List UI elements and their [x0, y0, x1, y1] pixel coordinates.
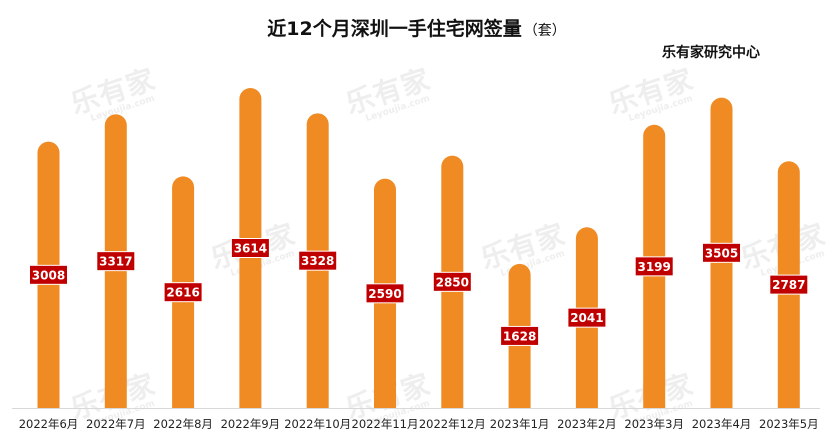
- chart-title: 近12个月深圳一手住宅网签量 （套）: [0, 14, 833, 41]
- x-tick-label: 2023年5月: [759, 417, 819, 431]
- data-label-box: [634, 256, 674, 277]
- data-label-box: [769, 274, 809, 295]
- x-tick-label: 2022年9月: [221, 417, 281, 431]
- data-label: 3328: [301, 254, 334, 268]
- data-label: 2616: [166, 286, 199, 300]
- x-tick-label: 2022年11月: [352, 417, 419, 431]
- x-tick-label: 2022年8月: [153, 417, 213, 431]
- data-label: 3614: [234, 242, 267, 256]
- data-label-box: [29, 264, 68, 285]
- data-label: 2041: [570, 311, 603, 325]
- chart-title-text: 近12个月深圳一手住宅网签量: [267, 18, 522, 40]
- data-label: 3008: [32, 268, 65, 282]
- x-tick-label: 2022年7月: [86, 417, 146, 431]
- x-tick-label: 2022年12月: [419, 417, 486, 431]
- x-tick-label: 2022年10月: [284, 417, 351, 431]
- data-label-box: [702, 242, 741, 263]
- data-label: 2787: [772, 278, 805, 292]
- x-tick-label: 2023年4月: [692, 417, 752, 431]
- data-label: 3199: [637, 260, 670, 274]
- x-tick-label: 2022年6月: [19, 417, 79, 431]
- data-label: 2850: [436, 275, 469, 289]
- source-label: 乐有家研究中心: [662, 45, 760, 61]
- chart-unit: （套）: [523, 23, 566, 39]
- data-label-box: [163, 282, 203, 303]
- x-tick-label: 2023年2月: [557, 417, 617, 431]
- data-label: 3317: [99, 255, 132, 269]
- x-tick-label: 2023年3月: [624, 417, 684, 431]
- data-label-box: [567, 307, 607, 328]
- data-label-box: [230, 238, 270, 258]
- data-label-box: [365, 283, 405, 304]
- x-tick-label: 2023年1月: [490, 417, 550, 431]
- data-label: 3505: [705, 246, 738, 260]
- data-label: 1628: [503, 329, 536, 343]
- data-label-box: [298, 250, 338, 271]
- data-label-box: [432, 271, 472, 292]
- data-label: 2590: [368, 287, 401, 301]
- data-label-box: [96, 251, 136, 272]
- data-label-box: [500, 325, 540, 346]
